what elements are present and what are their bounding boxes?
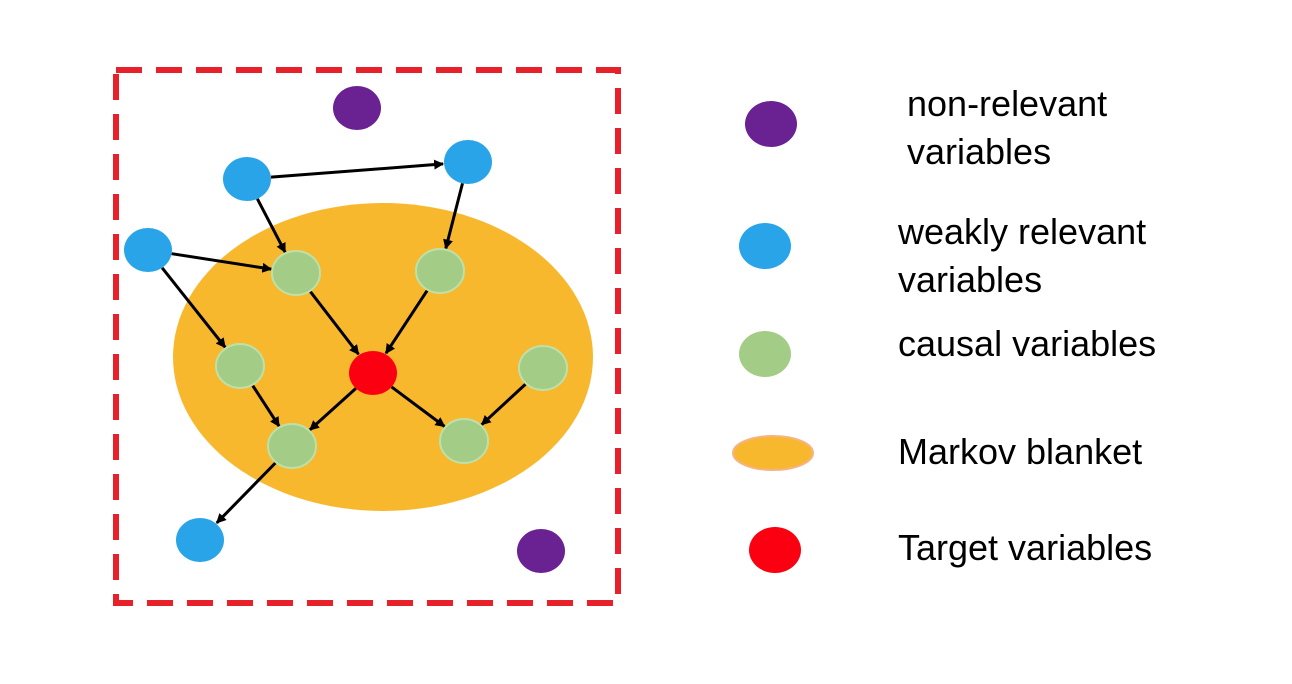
edge-t-to-c5 [308, 387, 357, 432]
edge-w1-to-c1 [256, 198, 287, 254]
causal-node-c1 [271, 250, 321, 296]
weakly-relevant-node-w1 [223, 157, 271, 201]
legend-non-relevant-marker [745, 101, 797, 147]
edge-c4-to-c6 [480, 382, 528, 426]
edge-layer [160, 159, 528, 524]
legend-markov-blanket-label: Markov blanket [898, 431, 1143, 472]
causal-node-c6 [439, 418, 489, 464]
causal-node-c4 [518, 345, 568, 391]
target-node-t [349, 351, 397, 395]
legend-causal-marker [739, 331, 791, 377]
legend-causal-label: causal variables [898, 323, 1157, 364]
node-layer [124, 86, 568, 573]
legend-non-relevant-label: non-relevant variables [907, 83, 1108, 172]
legend-target-label: Target variables [898, 527, 1153, 568]
edge-c3-to-c5 [251, 384, 281, 428]
edge-w3-to-c1 [171, 252, 273, 273]
edge-c2-to-t [384, 289, 429, 355]
causal-node-c3 [215, 343, 265, 389]
dashed-frame [113, 67, 621, 606]
edge-w2-to-c2 [443, 183, 464, 250]
legend-markov-blanket-marker [732, 435, 814, 471]
edge-w3-to-c3 [160, 266, 227, 349]
non-relevant-node-n2 [517, 529, 565, 573]
causal-node-c5 [267, 423, 317, 469]
edge-w1-to-w2 [270, 159, 445, 179]
edge-c1-to-t [308, 290, 360, 356]
edge-t-to-c6 [390, 385, 446, 428]
non-relevant-node-n1 [333, 86, 381, 130]
weakly-relevant-node-w3 [124, 228, 172, 272]
legend-weakly-relevant-label: weakly relevant variables [898, 211, 1147, 300]
legend-target-marker [749, 527, 801, 573]
edge-c5-to-w4 [215, 461, 278, 524]
weakly-relevant-node-w4 [176, 518, 224, 562]
weakly-relevant-node-w2 [444, 140, 492, 184]
legend-weakly-relevant-marker [739, 223, 791, 269]
causal-node-c2 [415, 248, 465, 294]
